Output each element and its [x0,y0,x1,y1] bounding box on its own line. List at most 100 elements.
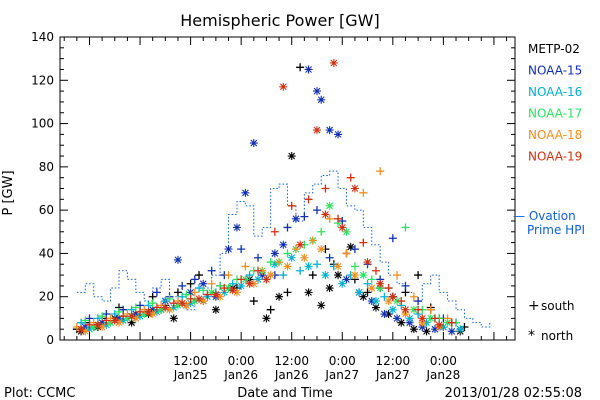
north-point [287,152,296,161]
north-point [346,242,355,251]
north-point [245,279,254,288]
north-point [182,301,191,310]
north-point [409,325,418,334]
south-point [304,195,313,204]
south-point [136,307,145,316]
south-point [414,297,423,306]
north-point [114,318,123,327]
north-point [81,327,90,336]
north-point [304,262,313,271]
north-point [220,288,229,297]
south-point [98,312,107,321]
south-point [254,266,263,275]
north-point [270,249,279,258]
north-point [93,320,102,329]
north-point [275,292,284,301]
south-point [308,236,317,245]
north-point [384,297,393,306]
north-point [363,258,372,267]
south-point [207,266,216,275]
x-tick-time: 12:00 [376,354,411,368]
north-point [131,310,140,319]
north-point [173,255,182,264]
north-point [447,327,456,336]
south-point [334,214,343,223]
south-point [173,288,182,297]
north-point [245,275,254,284]
north-point [114,314,123,323]
south-point [216,281,225,290]
legend-entry-noaa-15: NOAA-15 [528,64,582,78]
south-point [414,271,423,280]
plot-timestamp: 2013/01/28 02:55:08 [445,386,582,400]
south-point [296,266,305,275]
north-point [334,271,343,280]
north-point [321,271,330,280]
south-point [190,275,199,284]
south-point [384,284,393,293]
north-point [338,223,347,232]
y-tick-label: 140 [31,30,54,44]
north-point [304,288,313,297]
south-point [397,297,406,306]
legend-marker-symbol: * [528,328,535,344]
north-point [325,284,334,293]
x-tick-time: 0:00 [329,354,356,368]
north-point [186,299,195,308]
series-noaa-18 [72,167,452,336]
north-point [102,320,111,329]
north-point [388,305,397,314]
north-point [376,284,385,293]
north-point [426,314,435,323]
legend-entry-noaa-17: NOAA-17 [528,107,582,121]
south-point [363,288,372,297]
north-point [232,223,241,232]
south-point [254,253,263,262]
south-point [359,238,368,247]
south-point [203,290,212,299]
south-point [325,214,334,223]
south-point [131,303,140,312]
north-point [173,301,182,310]
north-point [216,292,225,301]
south-point [283,288,292,297]
south-point [266,305,275,314]
south-point [321,184,330,193]
north-point [178,299,187,308]
north-point [350,271,359,280]
south-point [312,206,321,215]
x-tick-time: 0:00 [430,354,457,368]
north-point [304,65,313,74]
north-point [148,310,157,319]
north-point [443,318,452,327]
north-point [119,316,128,325]
south-point [279,271,288,280]
series-noaa-16 [77,253,465,334]
north-point [334,262,343,271]
legend-entry-noaa-18: NOAA-18 [528,128,582,142]
south-point [224,271,233,280]
y-tick-label: 120 [31,73,54,87]
north-point [224,284,233,293]
north-point [152,307,161,316]
north-point [317,245,326,254]
north-point [228,286,237,295]
south-point [325,253,334,262]
north-point [359,271,368,280]
south-point [178,281,187,290]
south-point [195,271,204,280]
south-point [317,227,326,236]
north-point [334,130,343,139]
south-point [401,281,410,290]
north-point [371,297,380,306]
x-tick-time: 0:00 [228,354,255,368]
x-tick-date: Jan26 [274,368,309,382]
north-point [106,318,115,327]
north-point [144,307,153,316]
x-tick-time: 12:00 [173,354,208,368]
south-point [308,271,317,280]
north-point [190,297,199,306]
south-point [376,167,385,176]
north-point [397,318,406,327]
south-point [443,314,452,323]
